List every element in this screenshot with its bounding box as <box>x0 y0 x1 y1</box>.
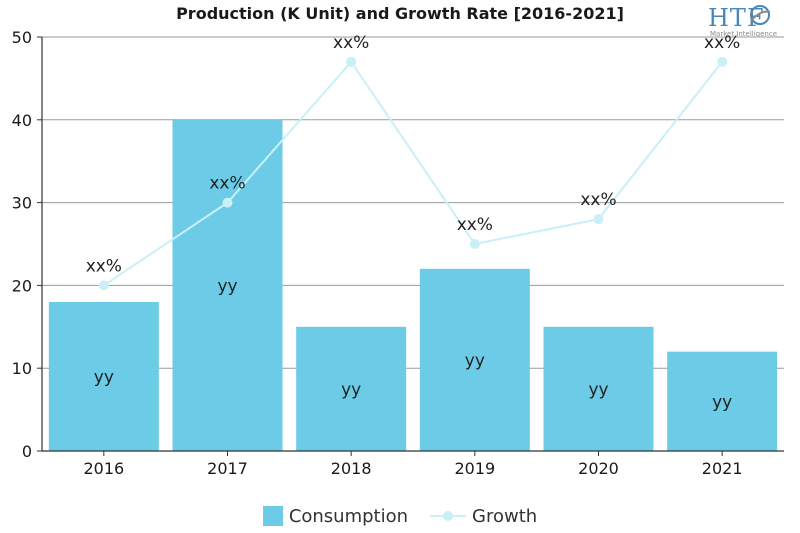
chart-canvas: yy yy yy yy yy yy xx% xx% xx% xx% xx% xx% 0 10 20 30 40… <box>12 28 784 478</box>
legend-swatch-line <box>430 510 467 522</box>
growth-line <box>103 60 723 287</box>
growth-point-2019 <box>469 239 480 249</box>
bar-2018 <box>296 326 407 451</box>
legend-swatch-bar <box>262 506 283 526</box>
x-tick-label: 2019 <box>454 459 495 478</box>
line-series <box>98 56 728 291</box>
x-tick-label: 2017 <box>207 459 248 478</box>
bar-value-label: yy <box>588 380 608 400</box>
growth-value-label: xx% <box>457 215 493 235</box>
x-tick-label: 2016 <box>83 459 124 478</box>
bar-value-label: yy <box>94 367 114 387</box>
x-tick-label: 2018 <box>331 459 372 478</box>
bar-value-label: yy <box>712 392 732 412</box>
growth-point-2021 <box>717 56 728 67</box>
growth-value-label: xx% <box>704 33 740 53</box>
htf-logo: HTF Market Intelligence <box>708 4 777 38</box>
bar-series <box>48 119 778 452</box>
growth-value-label: xx% <box>580 190 616 210</box>
x-tick-label: 2020 <box>578 459 619 478</box>
growth-value-label: xx% <box>86 256 122 276</box>
grid-lines <box>42 36 784 369</box>
logo-subtext: Market Intelligence <box>710 30 777 38</box>
growth-value-label: xx% <box>333 33 369 53</box>
bar-2019 <box>419 268 530 451</box>
growth-point-2016 <box>98 280 109 291</box>
growth-value-label: xx% <box>209 174 245 194</box>
legend-item-growth[interactable]: Growth <box>430 506 537 527</box>
legend: Consumption Growth <box>0 504 800 528</box>
bar-2020 <box>543 326 654 451</box>
bar-2016 <box>48 301 159 451</box>
logo-globe-icon <box>750 5 770 25</box>
y-tick-label: 30 <box>12 194 32 213</box>
legend-label-growth: Growth <box>472 505 538 527</box>
chart-title: Production (K Unit) and Growth Rate [201… <box>176 4 624 23</box>
bar-2021 <box>667 351 778 451</box>
growth-point-2018 <box>346 56 357 67</box>
y-tick-label: 50 <box>12 28 32 47</box>
x-tick-label: 2021 <box>702 459 743 478</box>
y-tick-label: 0 <box>22 442 32 461</box>
bar-value-label: yy <box>341 380 361 400</box>
y-tick-label: 20 <box>12 276 32 295</box>
logo-swoosh-icon <box>751 10 771 21</box>
axes <box>37 36 784 456</box>
legend-item-consumption[interactable]: Consumption <box>262 505 409 527</box>
y-tick-label: 40 <box>12 111 32 130</box>
y-tick-label: 10 <box>12 359 32 378</box>
bar-2017 <box>172 119 283 452</box>
bar-value-label: yy <box>217 276 237 296</box>
bar-value-label: yy <box>465 351 485 371</box>
legend-label-consumption: Consumption <box>288 505 409 527</box>
growth-point-2017 <box>222 197 233 208</box>
growth-point-2020 <box>593 214 604 225</box>
tick-labels: 0 10 20 30 40 50 2016 2017 2018 2019 2020 2021 <box>12 28 743 478</box>
data-labels: yy yy yy yy yy yy xx% xx% xx% xx% xx% xx% <box>86 33 741 412</box>
